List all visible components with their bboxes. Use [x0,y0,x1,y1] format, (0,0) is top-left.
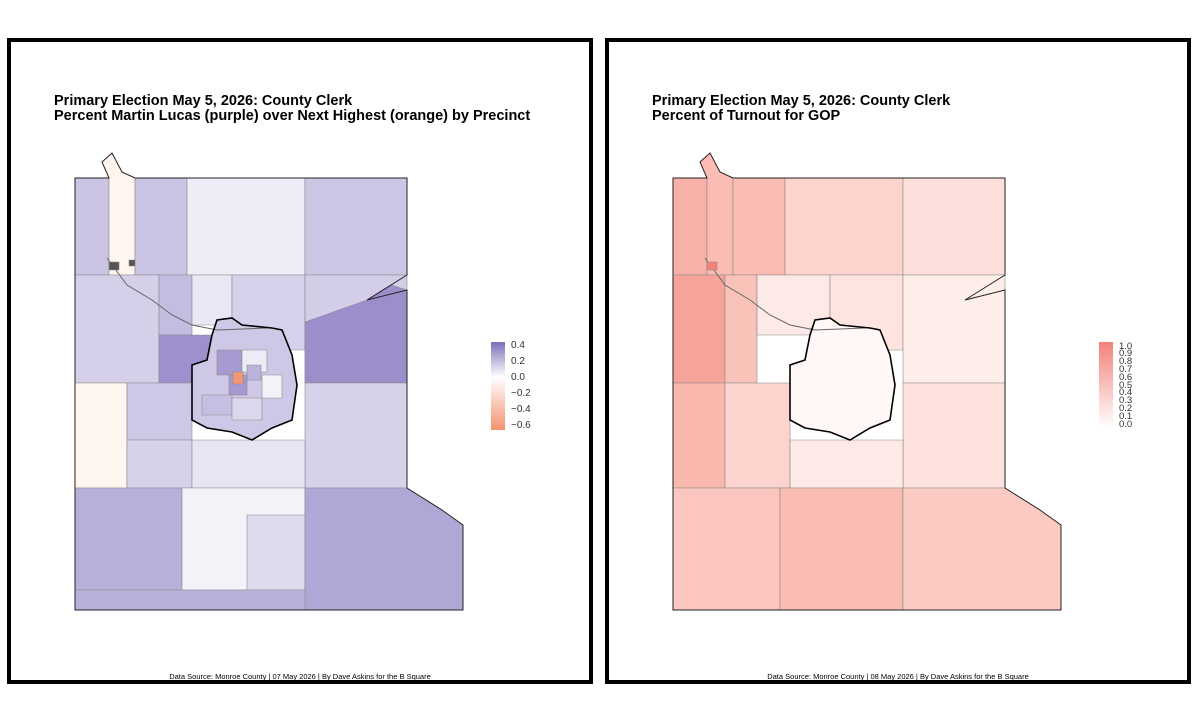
precinct [672,382,726,489]
legend-tick-label: 0.5 [1119,379,1133,391]
precinct [74,274,160,384]
legend-tick-label: −0.6 [511,420,531,431]
precinct [216,349,243,376]
county-outline [672,152,1062,611]
city-outline [191,317,298,441]
precinct [246,514,306,591]
legend-tick-label: 1.0 [1119,340,1133,352]
precinct [304,382,408,489]
precinct [108,261,120,271]
precinct [191,439,306,489]
legend-colorbar [491,342,505,430]
precinct [779,487,904,611]
map-title-line-2: Percent of Turnout for GOP [652,108,841,124]
precinct [246,364,262,381]
legend-tick-label: 0.3 [1119,395,1133,407]
precinct [191,274,233,326]
precinct [304,177,408,276]
precinct [724,382,791,489]
precinct [128,259,136,267]
precinct-map-gop-turnout [672,152,1062,611]
precinct [672,177,708,276]
county-outline [74,152,464,611]
precinct [789,439,904,489]
precinct [902,177,1006,276]
precinct [724,274,758,384]
map-title: Primary Election May 5, 2026: County Cle… [54,94,530,124]
precinct [672,274,726,384]
legend-tick-label: 0.6 [1119,371,1133,383]
precinct [304,487,464,611]
precinct [261,374,283,399]
precinct [126,382,193,441]
precinct-map-margin [74,152,464,611]
legend-tick-label: 0.4 [1119,387,1133,399]
precinct [704,257,866,331]
legend-tick-label: −0.4 [511,404,531,415]
map-title-line-1: Primary Election May 5, 2026: County Cle… [54,93,353,109]
precinct [231,397,263,421]
precinct [106,257,268,331]
legend-tick-label: 0.1 [1119,410,1133,422]
legend-tick-label: 0.0 [511,372,525,383]
legend-tick-label: 0.2 [1119,402,1133,414]
legend-tick-label: 0.2 [511,356,525,367]
legend-tick-label: 0.4 [511,340,525,351]
precinct [158,274,193,336]
city-outline [789,317,896,441]
legend-tick-label: 0.0 [1119,418,1133,430]
map-title: Primary Election May 5, 2026: County Cle… [652,94,950,124]
legend-tick-label: 0.7 [1119,363,1133,375]
precinct [789,317,896,441]
map-title-line-2: Percent Martin Lucas (purple) over Next … [54,108,531,124]
precinct [902,274,1006,384]
legend-colorbar [1099,342,1113,428]
precinct [902,382,1006,489]
map-title-line-1: Primary Election May 5, 2026: County Cle… [652,93,951,109]
precinct [186,177,306,276]
map-panel-margin: Primary Election May 5, 2026: County Cle… [7,38,593,684]
precinct [902,487,1062,611]
data-source-caption: Data Source: Monroe County | 08 May 2026… [767,672,1029,681]
precinct [74,382,128,489]
precinct [74,487,183,591]
precinct [672,487,781,611]
precinct [74,177,110,276]
precinct [74,589,306,611]
legend-tick-label: 0.9 [1119,348,1133,360]
data-source-caption: Data Source: Monroe County | 07 May 2026… [169,672,431,681]
precinct [732,177,786,276]
precinct [232,371,244,385]
precinct [201,394,233,416]
precinct [784,177,904,276]
legend-tick-label: −0.2 [511,388,531,399]
precinct [126,439,193,489]
precinct [134,177,188,276]
legend-tick-label: 0.8 [1119,356,1133,368]
map-panel-gop-turnout: Primary Election May 5, 2026: County Cle… [605,38,1191,684]
precinct [706,261,718,271]
